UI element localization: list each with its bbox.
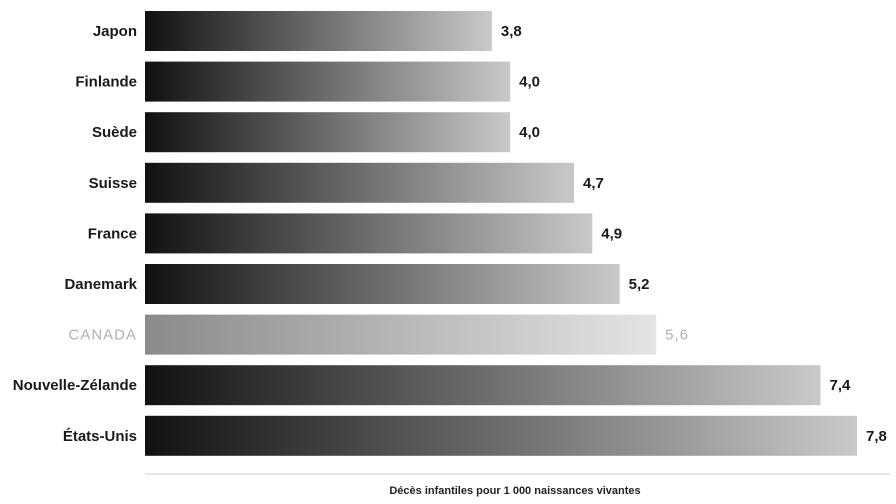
x-axis-label: Décès infantiles pour 1 000 naissances v… xyxy=(389,485,640,497)
category-label-nouvelle-zelande: Nouvelle-Zélande xyxy=(13,377,137,394)
bar-suisse xyxy=(145,162,575,203)
value-label-nouvelle-zelande: 7,4 xyxy=(829,377,851,394)
value-label-finlande: 4,0 xyxy=(519,74,540,91)
category-label-suede: Suède xyxy=(92,124,137,141)
category-label-japon: Japon xyxy=(93,23,137,40)
value-label-suisse: 4,7 xyxy=(583,175,604,192)
bars-group: Japon 3,8 Finlande 4,0 Suède 4,0 Suisse 4,7 Fran… xyxy=(13,11,887,456)
bar-canada xyxy=(145,314,657,355)
bar-finlande xyxy=(145,61,511,102)
value-label-danemark: 5,2 xyxy=(629,276,650,293)
value-label-france: 4,9 xyxy=(601,225,622,242)
value-label-canada: 5,6 xyxy=(665,327,689,344)
bar-suede xyxy=(145,112,511,153)
bar-france xyxy=(145,213,593,254)
value-label-suede: 4,0 xyxy=(519,124,540,141)
bar-nouvelle-zelande xyxy=(145,365,821,406)
bar-etats-unis xyxy=(145,415,857,456)
category-label-france: France xyxy=(88,225,137,242)
bar-japon xyxy=(145,11,492,51)
value-label-japon: 3,8 xyxy=(501,23,522,40)
value-label-etats-unis: 7,8 xyxy=(866,428,887,445)
category-label-finlande: Finlande xyxy=(75,74,137,91)
category-label-danemark: Danemark xyxy=(64,276,137,293)
category-label-suisse: Suisse xyxy=(89,175,137,192)
category-label-etats-unis: États-Unis xyxy=(63,428,137,445)
category-label-canada: CANADA xyxy=(68,327,137,344)
bar-danemark xyxy=(145,264,620,304)
